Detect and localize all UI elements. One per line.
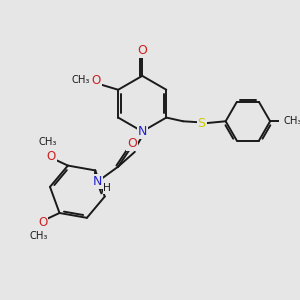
Text: O: O [137, 44, 147, 57]
Text: CH₃: CH₃ [283, 116, 300, 126]
Text: CH₃: CH₃ [30, 231, 48, 241]
Text: O: O [127, 137, 137, 150]
Text: O: O [38, 216, 47, 229]
Text: S: S [197, 117, 206, 130]
Text: N: N [93, 175, 103, 188]
Text: CH₃: CH₃ [72, 76, 90, 85]
Text: O: O [46, 150, 56, 163]
Text: CH₃: CH₃ [38, 137, 57, 147]
Text: O: O [91, 74, 101, 87]
Text: N: N [138, 125, 147, 138]
Text: H: H [103, 183, 111, 193]
